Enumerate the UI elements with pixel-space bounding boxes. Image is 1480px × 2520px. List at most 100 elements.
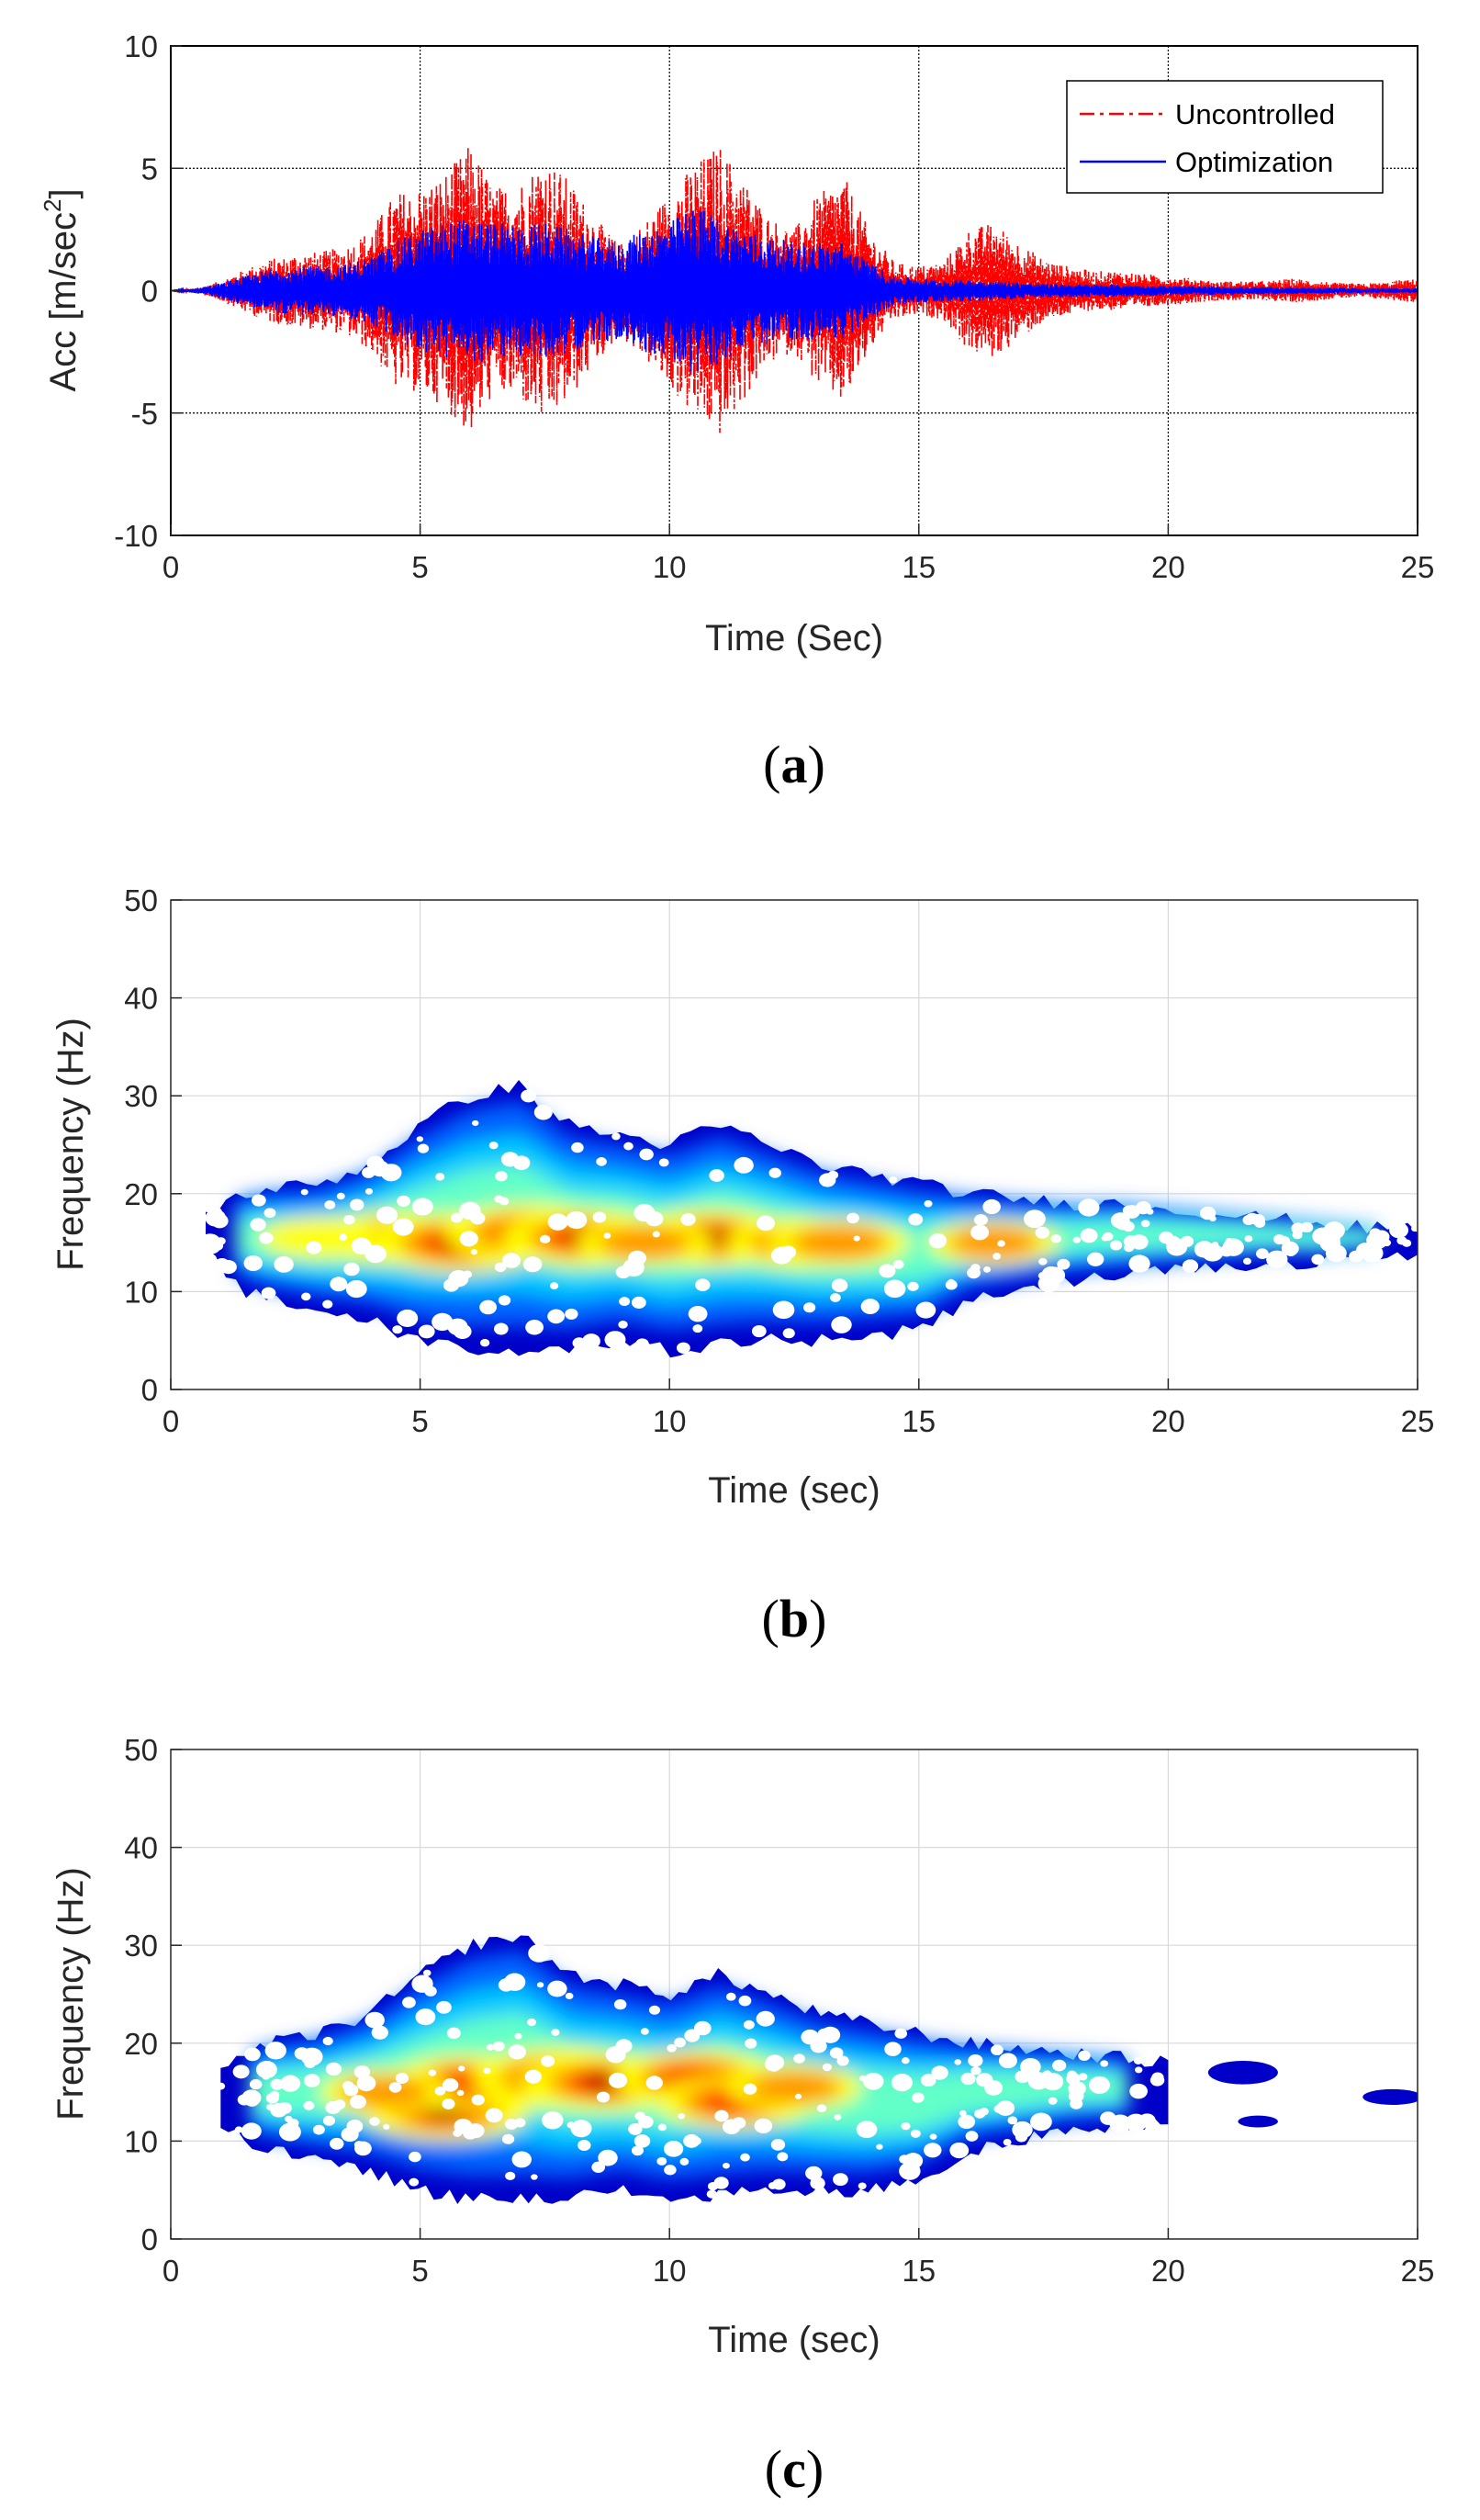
speckle-hole xyxy=(269,2090,280,2099)
speckle-hole xyxy=(244,2047,261,2062)
speckle-hole xyxy=(503,1973,526,1991)
speckle-hole xyxy=(876,2143,883,2150)
speckle-hole xyxy=(793,2053,805,2064)
speckle-hole xyxy=(901,2121,911,2131)
y-axis-label-b: Frequency (Hz) xyxy=(50,1018,91,1271)
speckle-hole xyxy=(416,1136,424,1142)
speckle-hole xyxy=(768,2182,778,2189)
speckle-hole xyxy=(1182,1259,1199,1273)
speckle-hole xyxy=(931,2065,948,2080)
speckle-hole xyxy=(1146,1209,1154,1215)
speckle-hole xyxy=(613,1998,627,2010)
speckle-hole xyxy=(1035,2076,1048,2087)
speckle-hole xyxy=(959,2109,967,2117)
speckle-hole xyxy=(330,1277,348,1292)
spectrogram-island xyxy=(1207,2060,1278,2085)
speckle-hole xyxy=(619,1297,631,1307)
x-tick-label: 5 xyxy=(411,1404,428,1438)
speckle-hole xyxy=(322,2036,333,2046)
speckle-hole xyxy=(524,2069,543,2084)
panel-a: 0 5 10 15 20 25 10 5 0 -5 -10 Time (Sec) Acc [m/s… xyxy=(39,29,1434,794)
speckle-hole xyxy=(280,2075,301,2092)
speckle-hole xyxy=(734,1156,754,1174)
speckle-hole xyxy=(501,2133,515,2144)
speckle-hole xyxy=(1030,2112,1052,2132)
axes-box-b xyxy=(170,899,1418,1390)
speckle-hole xyxy=(1066,2073,1081,2085)
speckle-hole xyxy=(847,1212,859,1224)
speckle-hole xyxy=(831,1316,852,1333)
speckle-hole xyxy=(765,2054,785,2071)
speckle-hole xyxy=(1323,1221,1345,1240)
speckle-hole xyxy=(364,2011,385,2029)
speckle-hole xyxy=(255,2061,277,2079)
speckle-hole xyxy=(645,2076,663,2090)
speckle-hole xyxy=(577,2140,591,2152)
speckle-hole xyxy=(996,2100,1015,2116)
speckle-hole xyxy=(596,1157,607,1166)
speckle-hole xyxy=(1411,1225,1418,1232)
speckle-hole xyxy=(596,2091,611,2103)
speckle-hole xyxy=(1048,2097,1058,2105)
speckle-hole xyxy=(751,1324,767,1338)
x-tick-label: 25 xyxy=(1401,550,1435,584)
speckle-hole xyxy=(261,1287,276,1299)
speckle-hole xyxy=(663,2140,684,2157)
speckle-hole xyxy=(858,2182,867,2190)
speckle-hole xyxy=(486,2043,495,2051)
y-tick-label: 0 xyxy=(141,275,158,309)
speckle-hole xyxy=(504,2119,519,2130)
speckle-hole xyxy=(364,1244,387,1264)
speckle-hole xyxy=(1159,1231,1174,1244)
speckle-hole xyxy=(525,1319,544,1335)
speckle-hole xyxy=(688,1306,708,1322)
speckle-hole xyxy=(306,1241,322,1254)
speckle-hole xyxy=(436,2000,452,2014)
speckle-hole xyxy=(611,1132,621,1141)
speckle-hole xyxy=(572,1337,587,1349)
speckle-hole xyxy=(676,1342,690,1354)
y-tick-label: -5 xyxy=(131,397,158,431)
speckle-hole xyxy=(250,1218,266,1232)
speckle-hole xyxy=(968,2054,983,2067)
speckle-hole xyxy=(1377,1233,1389,1243)
speckle-hole xyxy=(434,2086,446,2096)
speckle-hole xyxy=(618,1320,628,1329)
speckle-hole xyxy=(471,1119,479,1127)
spectrogram-island xyxy=(1238,2115,1278,2128)
speckle-hole xyxy=(447,1318,468,1336)
speckle-hole xyxy=(511,2151,532,2168)
speckle-hole xyxy=(1078,2073,1088,2081)
speckle-hole xyxy=(380,1164,402,1182)
speckle-hole xyxy=(603,1232,611,1239)
speckle-hole xyxy=(816,2104,827,2113)
speckle-hole xyxy=(863,2072,884,2090)
speckle-hole xyxy=(369,2117,380,2126)
hotspot-outer xyxy=(259,1217,382,1259)
speckle-hole xyxy=(264,2042,286,2060)
speckle-hole xyxy=(1225,1237,1233,1244)
speckle-hole xyxy=(633,1204,656,1222)
speckle-hole xyxy=(533,1104,553,1120)
speckle-hole xyxy=(531,2174,538,2180)
speckle-hole xyxy=(458,2065,465,2072)
legend-optimization-label: Optimization xyxy=(1175,146,1333,178)
speckle-hole xyxy=(349,1282,364,1295)
speckle-hole xyxy=(1256,1248,1269,1259)
speckle-hole xyxy=(547,1980,567,1997)
y-tick-label: 0 xyxy=(141,1373,158,1407)
speckle-hole xyxy=(1335,1248,1343,1255)
speckle-hole xyxy=(954,2059,962,2065)
speckle-hole xyxy=(397,1195,410,1208)
speckle-hole xyxy=(415,2008,436,2026)
speckle-hole xyxy=(411,1974,433,1993)
speckle-hole xyxy=(1042,2073,1064,2091)
speckle-hole xyxy=(836,2055,849,2066)
speckle-hole xyxy=(498,1295,511,1306)
speckle-hole xyxy=(713,2177,729,2189)
speckle-hole xyxy=(639,1148,654,1161)
speckle-hole xyxy=(598,2149,618,2166)
speckle-hole xyxy=(1180,1235,1194,1247)
speckle-hole xyxy=(817,2028,831,2040)
speckle-hole xyxy=(725,1992,736,2001)
